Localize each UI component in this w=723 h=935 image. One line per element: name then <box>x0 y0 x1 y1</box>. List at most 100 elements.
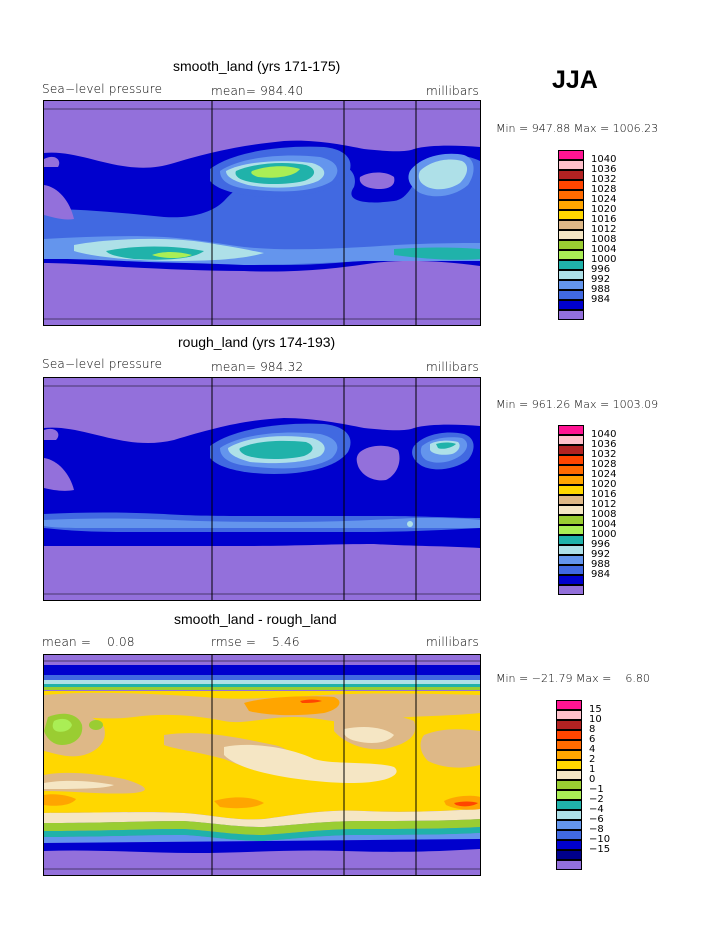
panel-1-colorbar-swatch <box>558 240 584 250</box>
panel-1-title: smooth_land (yrs 171-175) <box>173 58 341 74</box>
panel-1-colorbar-label: 992 <box>591 274 611 285</box>
panel-1-colorbar-label: 1036 <box>591 164 617 175</box>
panel-3-colorbar-label: 0 <box>589 774 596 785</box>
panel-2-colorbar-label: 988 <box>591 559 611 570</box>
panel-3-minmax: Min = −21.79 Max = 6.80 <box>496 672 650 685</box>
panel-1-colorbar-label: 1020 <box>591 204 617 215</box>
panel-1-colorbar-swatch <box>558 160 584 170</box>
panel-2-map <box>43 377 481 601</box>
panel-1-colorbar-label: 1012 <box>591 224 617 235</box>
panel-1-colorbar-swatch <box>558 190 584 200</box>
panel-1-mean-label: mean= 984.40 <box>211 84 304 98</box>
panel-3-colorbar-swatch <box>556 730 582 740</box>
panel-3-colorbar-swatch <box>556 800 582 810</box>
panel-1-colorbar-label: 1032 <box>591 174 617 185</box>
panel-3-colorbar-swatch <box>556 830 582 840</box>
panel-1-colorbar-label: 984 <box>591 294 611 305</box>
panel-2-colorbar-swatch <box>558 575 584 585</box>
panel-2-colorbar-label: 1004 <box>591 519 617 530</box>
panel-3-colorbar-swatch <box>556 750 582 760</box>
panel-2-colorbar-label: 1024 <box>591 469 617 480</box>
panel-2-colorbar-swatch <box>558 435 584 445</box>
panel-2-colorbar-label: 992 <box>591 549 611 560</box>
panel-3-colorbar-label: 2 <box>589 754 596 765</box>
panel-1-colorbar-swatch <box>558 300 584 310</box>
panel-2-colorbar-label: 996 <box>591 539 611 550</box>
panel-1-colorbar-label: 996 <box>591 264 611 275</box>
panel-2-colorbar-label: 1032 <box>591 449 617 460</box>
panel-3-colorbar-label: 10 <box>589 714 602 725</box>
panel-2-colorbar-swatch <box>558 505 584 515</box>
panel-2-colorbar-label: 1008 <box>591 509 617 520</box>
panel-3-colorbar-swatch <box>556 720 582 730</box>
panel-1-colorbar-swatch <box>558 230 584 240</box>
panel-2-colorbar-swatch <box>558 495 584 505</box>
panel-2-colorbar-label: 1028 <box>591 459 617 470</box>
panel-3-colorbar-label: −15 <box>589 844 611 855</box>
panel-3-colorbar-label: −1 <box>589 784 604 795</box>
panel-1-colorbar-label: 988 <box>591 284 611 295</box>
panel-2-colorbar-label: 1040 <box>591 429 617 440</box>
panel-2-colorbar-swatch <box>558 515 584 525</box>
panel-2-colorbar-swatch <box>558 545 584 555</box>
panel-1-colorbar-swatch <box>558 280 584 290</box>
panel-3-colorbar-label: 4 <box>589 744 596 755</box>
panel-3-rmse-label: rmse = 5.46 <box>211 635 300 649</box>
panel-1-colorbar-swatch <box>558 270 584 280</box>
panel-3-colorbar-swatch <box>556 710 582 720</box>
panel-1-units-label: millibars <box>426 84 479 98</box>
panel-3-colorbar-swatch <box>556 740 582 750</box>
panel-2-colorbar-swatch <box>558 555 584 565</box>
panel-3-colorbar-swatch <box>556 810 582 820</box>
panel-2-title: rough_land (yrs 174-193) <box>178 334 336 350</box>
panel-2-colorbar-swatch <box>558 445 584 455</box>
panel-3-map <box>43 654 481 876</box>
panel-3-colorbar-swatch <box>556 770 582 780</box>
panel-3-colorbar-label: −6 <box>589 814 604 825</box>
panel-3-title: smooth_land - rough_land <box>174 611 337 627</box>
panel-1-colorbar-label: 1004 <box>591 244 617 255</box>
panel-1-colorbar-label: 1040 <box>591 154 617 165</box>
panel-1-colorbar-swatch <box>558 210 584 220</box>
panel-3-colorbar-swatch <box>556 840 582 850</box>
panel-3-colorbar-swatch <box>556 700 582 710</box>
panel-1-colorbar-swatch <box>558 310 584 320</box>
panel-2-field-label: Sea−level pressure <box>42 357 163 371</box>
panel-3-colorbar-label: −4 <box>589 804 604 815</box>
panel-3-colorbar-label: −10 <box>589 834 611 845</box>
panel-3-mean-label: mean = 0.08 <box>42 635 135 649</box>
panel-2-units-label: millibars <box>426 360 479 374</box>
panel-1-colorbar-swatch <box>558 290 584 300</box>
panel-3-colorbar-swatch <box>556 780 582 790</box>
panel-2-colorbar-swatch <box>558 485 584 495</box>
panel-3-colorbar-swatch <box>556 760 582 770</box>
panel-2-colorbar-swatch <box>558 425 584 435</box>
panel-3-colorbar-label: 15 <box>589 704 602 715</box>
panel-3-colorbar-swatch <box>556 860 582 870</box>
panel-1-colorbar-swatch <box>558 260 584 270</box>
panel-2-colorbar-label: 1016 <box>591 489 617 500</box>
panel-1-colorbar-label: 1024 <box>591 194 617 205</box>
panel-1-colorbar-label: 1008 <box>591 234 617 245</box>
panel-3-colorbar-label: −2 <box>589 794 604 805</box>
panel-1-colorbar-label: 1016 <box>591 214 617 225</box>
panel-1-colorbar-swatch <box>558 220 584 230</box>
panel-3-colorbar-label: −8 <box>589 824 604 835</box>
panel-2-colorbar-label: 1012 <box>591 499 617 510</box>
panel-3-units-label: millibars <box>426 635 479 649</box>
season-label: JJA <box>552 66 598 94</box>
panel-2-colorbar-label: 1036 <box>591 439 617 450</box>
panel-2-minmax: Min = 961.26 Max = 1003.09 <box>496 398 659 411</box>
panel-2-colorbar-label: 984 <box>591 569 611 580</box>
panel-2-colorbar-swatch <box>558 455 584 465</box>
panel-1-colorbar-swatch <box>558 200 584 210</box>
panel-2-colorbar-swatch <box>558 465 584 475</box>
panel-1-colorbar-swatch <box>558 150 584 160</box>
panel-3-colorbar-label: 8 <box>589 724 596 735</box>
panel-2-colorbar-swatch <box>558 585 584 595</box>
panel-2-colorbar-swatch <box>558 535 584 545</box>
panel-3-colorbar-swatch <box>556 850 582 860</box>
panel-1-colorbar-swatch <box>558 170 584 180</box>
panel-2-colorbar-swatch <box>558 565 584 575</box>
panel-2-mean-label: mean= 984.32 <box>211 360 304 374</box>
